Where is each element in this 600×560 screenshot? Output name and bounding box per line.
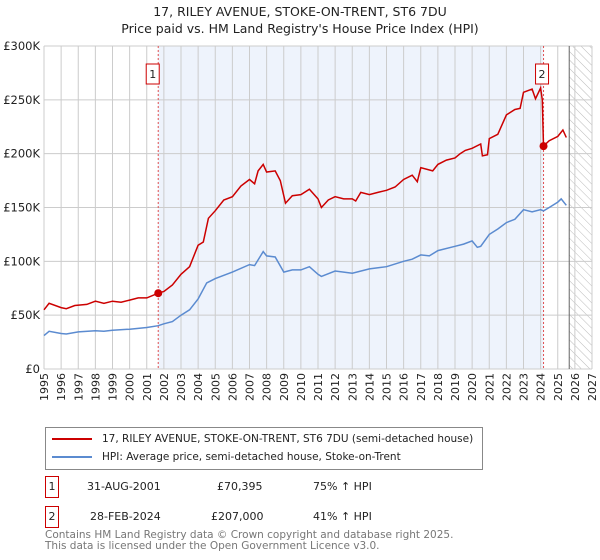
sale-date: 28-FEB-2024: [90, 510, 161, 523]
footer-line: Contains HM Land Registry data © Crown c…: [45, 529, 454, 541]
sale-hpi: 75% ↑ HPI: [313, 480, 372, 493]
x-tick-label: 2026: [569, 373, 582, 401]
x-tick-label: 2024: [535, 373, 548, 401]
x-tick-label: 2006: [226, 373, 239, 401]
footer: Contains HM Land Registry data © Crown c…: [45, 530, 453, 552]
hpi-line: [43, 197, 567, 337]
x-tick-label: 2000: [124, 373, 137, 401]
sale-badge-label: 1: [149, 68, 156, 81]
x-tick-label: 2001: [141, 373, 154, 401]
x-tick-label: 2015: [381, 373, 394, 401]
footer-line: This data is licensed under the Open Gov…: [45, 540, 380, 552]
sale-price: £207,000: [211, 510, 264, 523]
x-tick-label: 2016: [398, 373, 411, 401]
x-tick-label: 2021: [483, 373, 496, 401]
x-tick-label: 1995: [38, 373, 51, 401]
x-tick-label: 2022: [500, 373, 513, 401]
sale-row: 1 31-AUG-2001 £70,395 75% ↑ HPI: [45, 476, 465, 498]
sale-row: 2 28-FEB-2024 £207,000 41% ↑ HPI: [45, 506, 465, 528]
x-tick-label: 1996: [55, 373, 68, 401]
x-tick-label: 2004: [192, 373, 205, 401]
sale-price: £70,395: [217, 480, 263, 493]
legend-swatch-property: [52, 438, 92, 440]
sale-badge-label: 2: [539, 68, 546, 81]
y-tick-label: £100K: [3, 254, 40, 268]
legend-item-hpi: HPI: Average price, semi-detached house,…: [52, 451, 401, 463]
price-chart: 1995 1996 1997 1998 1999 2000 2001 2002 2003 2004…: [3, 39, 599, 401]
x-tick-label: 2023: [518, 373, 531, 401]
x-tick-label: 1998: [89, 373, 102, 401]
y-tick-label: £300K: [3, 39, 40, 53]
sale-point: [539, 142, 548, 151]
x-tick-label: 2005: [209, 373, 222, 401]
x-tick-label: 2009: [278, 373, 291, 401]
sale-badge-box: [145, 63, 160, 85]
x-tick-label: 2018: [432, 373, 445, 401]
x-tick-label: 2003: [175, 373, 188, 401]
chart-subtitle: Price paid vs. HM Land Registry's House …: [121, 21, 479, 36]
legend-item-property: 17, RILEY AVENUE, STOKE-ON-TRENT, ST6 7D…: [52, 433, 473, 445]
sale-badge-box: [535, 63, 550, 85]
x-tick-label: 2025: [552, 373, 565, 401]
sale-badge: 2: [45, 506, 59, 528]
sale-date: 31-AUG-2001: [87, 480, 161, 493]
y-tick-label: £250K: [3, 93, 40, 107]
y-tick-label: £50K: [11, 308, 41, 322]
x-tick-label: 2011: [312, 373, 325, 401]
sale-hpi: 41% ↑ HPI: [313, 510, 372, 523]
y-tick-label: £200K: [3, 147, 40, 161]
property-line: [43, 85, 567, 311]
x-tick-label: 2019: [449, 373, 462, 401]
sale-point: [154, 289, 163, 298]
legend: 17, RILEY AVENUE, STOKE-ON-TRENT, ST6 7D…: [45, 427, 483, 470]
x-tick-label: 2027: [586, 373, 599, 401]
x-tick-label: 2020: [466, 373, 479, 401]
x-tick-label: 2002: [158, 373, 171, 401]
chart-title: 17, RILEY AVENUE, STOKE-ON-TRENT, ST6 7D…: [153, 4, 447, 19]
x-tick-label: 1997: [72, 373, 85, 401]
legend-label: 17, RILEY AVENUE, STOKE-ON-TRENT, ST6 7D…: [102, 433, 474, 445]
x-tick-label: 2014: [363, 373, 376, 401]
x-tick-label: 2012: [329, 373, 342, 401]
y-tick-label: £150K: [3, 201, 40, 215]
x-tick-label: 1999: [107, 373, 120, 401]
sale-badge: 1: [45, 476, 59, 498]
legend-label: HPI: Average price, semi-detached house,…: [102, 451, 401, 463]
x-tick-label: 2008: [261, 373, 274, 401]
x-tick-label: 2017: [415, 373, 428, 401]
y-tick-label: £0: [25, 362, 40, 376]
x-tick-label: 2010: [295, 373, 308, 401]
x-tick-label: 2013: [346, 373, 359, 401]
x-tick-label: 2007: [244, 373, 257, 401]
legend-swatch-hpi: [52, 456, 92, 458]
